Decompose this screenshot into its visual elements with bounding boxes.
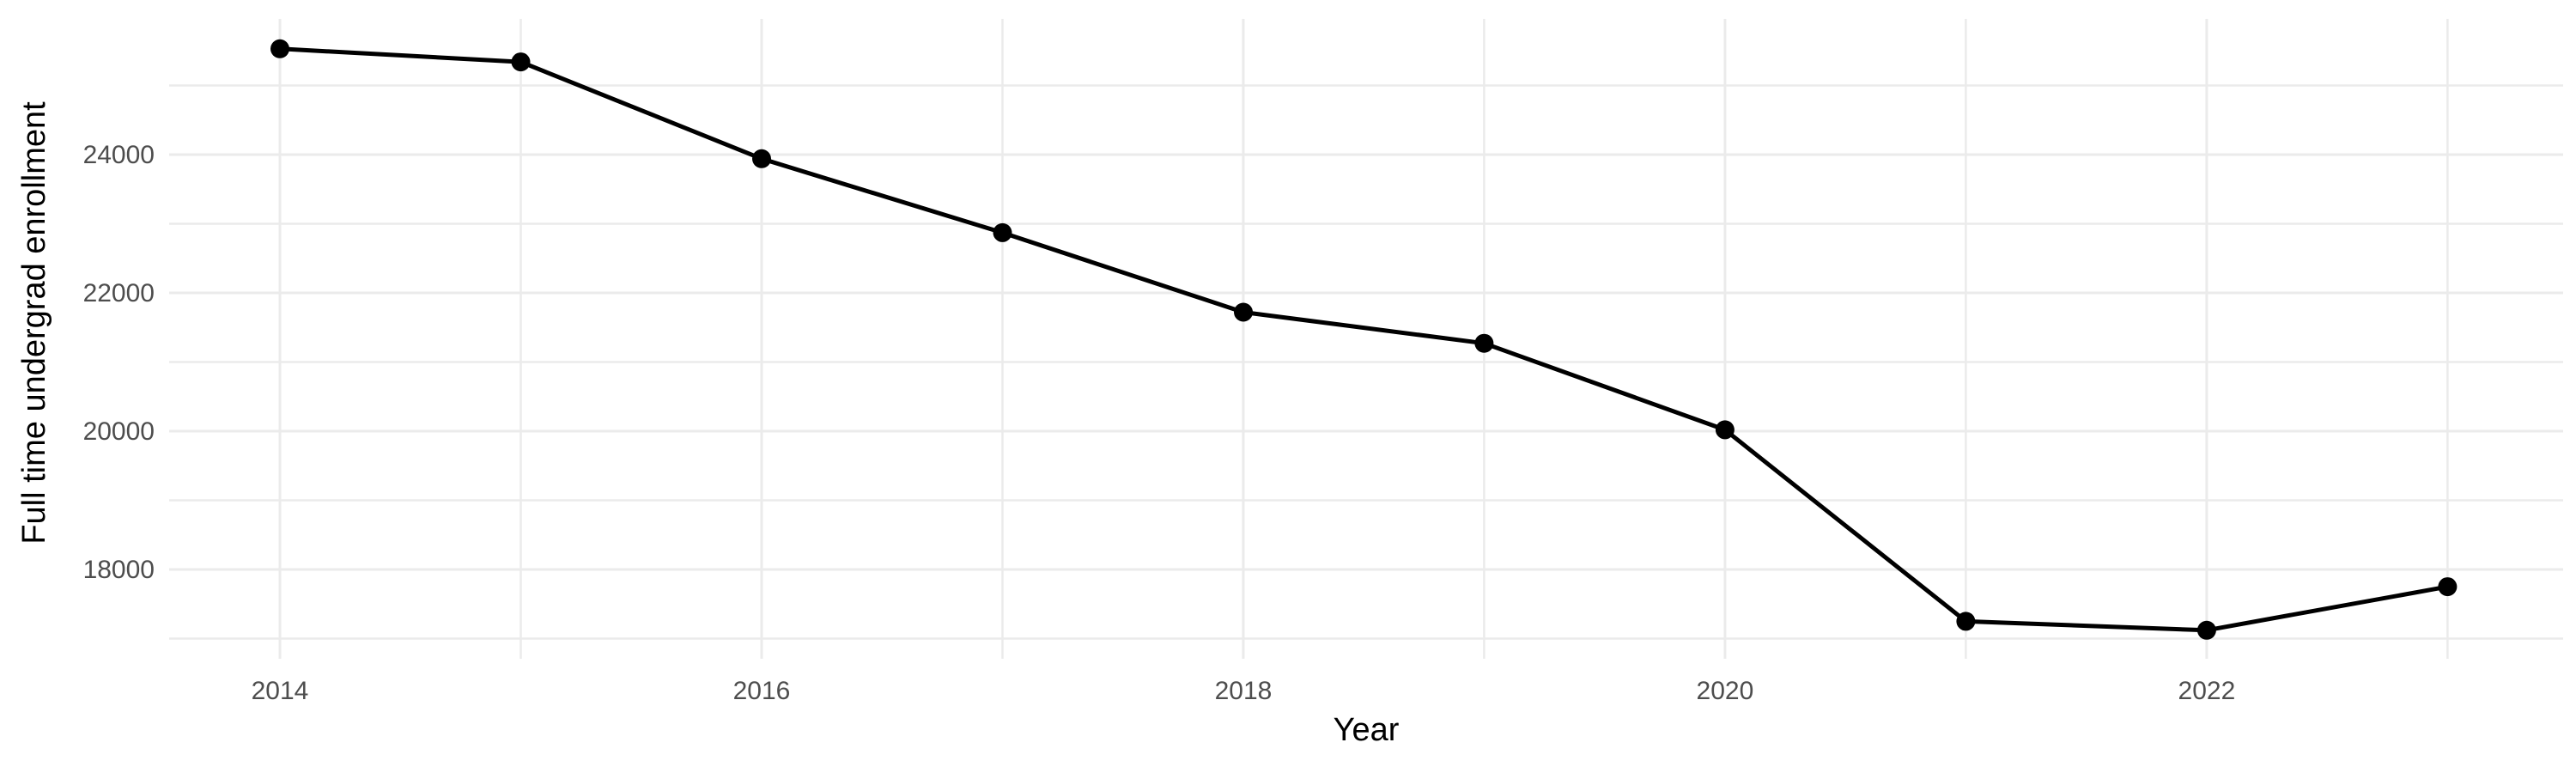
data-line bbox=[279, 46, 2448, 633]
major-gridlines bbox=[169, 19, 2563, 659]
x-tick-label: 2020 bbox=[1697, 677, 1754, 705]
x-tick-label: 2014 bbox=[252, 677, 309, 705]
data-point bbox=[511, 52, 531, 72]
data-point bbox=[1234, 302, 1253, 322]
y-axis-title: Full time undergrad enrollment bbox=[16, 101, 52, 545]
data-point bbox=[1715, 420, 1735, 440]
data-point bbox=[2438, 577, 2458, 597]
y-tick-label: 24000 bbox=[83, 141, 155, 169]
y-tick-label: 18000 bbox=[83, 556, 155, 584]
x-tick-label: 2022 bbox=[2178, 677, 2236, 705]
minor-gridlines bbox=[169, 19, 2563, 659]
data-point bbox=[993, 222, 1012, 242]
x-tick-label: 2016 bbox=[733, 677, 791, 705]
data-point bbox=[752, 149, 771, 168]
y-axis-tick-labels: 18000 20000 22000 24000 bbox=[83, 141, 155, 584]
y-tick-label: 20000 bbox=[83, 417, 155, 446]
data-series bbox=[270, 39, 2458, 640]
data-point bbox=[1956, 612, 1976, 631]
x-tick-label: 2018 bbox=[1215, 677, 1273, 705]
x-axis-tick-labels: 2014 2016 2018 2020 2022 bbox=[252, 677, 2236, 705]
x-axis-title: Year bbox=[1334, 712, 1400, 748]
data-point bbox=[2196, 620, 2216, 640]
y-tick-label: 22000 bbox=[83, 279, 155, 307]
data-point bbox=[1474, 333, 1494, 353]
data-point bbox=[270, 39, 289, 58]
